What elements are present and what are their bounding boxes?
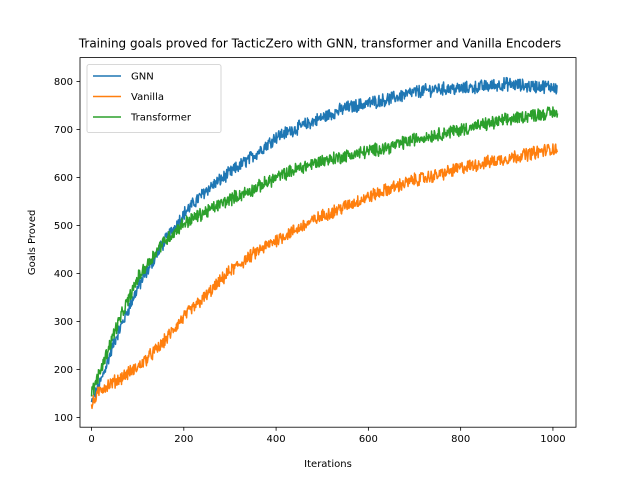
x-tick-label: 1000 xyxy=(540,434,565,445)
y-tick-label: 800 xyxy=(54,77,73,88)
chart-title: Training goals proved for TacticZero wit… xyxy=(78,37,561,51)
y-tick-label: 200 xyxy=(54,365,73,376)
series-line-vanilla xyxy=(90,143,559,410)
series-line-transformer xyxy=(90,106,559,397)
legend-label: GNN xyxy=(131,72,154,83)
x-axis: 0 200 400 600 800 1000 xyxy=(88,427,566,445)
x-tick-label: 800 xyxy=(451,434,470,445)
legend: GNN Vanilla Transformer xyxy=(86,64,222,133)
legend-box xyxy=(86,64,222,133)
y-axis: 100 200 300 400 500 600 700 800 xyxy=(54,77,80,424)
legend-label: Vanilla xyxy=(131,92,164,103)
x-tick-label: 400 xyxy=(267,434,286,445)
y-tick-label: 300 xyxy=(54,317,73,328)
y-axis-label: Goals Proved xyxy=(27,210,38,275)
x-tick-label: 600 xyxy=(359,434,378,445)
y-tick-label: 500 xyxy=(54,221,73,232)
y-tick-label: 100 xyxy=(54,413,73,424)
y-tick-label: 700 xyxy=(54,125,73,136)
series-layer xyxy=(90,76,559,410)
y-tick-label: 600 xyxy=(54,173,73,184)
x-tick-label: 0 xyxy=(88,434,94,445)
x-tick-label: 200 xyxy=(174,434,193,445)
legend-label: Transformer xyxy=(130,113,192,124)
y-tick-label: 400 xyxy=(54,269,73,280)
x-axis-label: Iterations xyxy=(304,459,352,470)
plot-frame xyxy=(79,57,577,428)
